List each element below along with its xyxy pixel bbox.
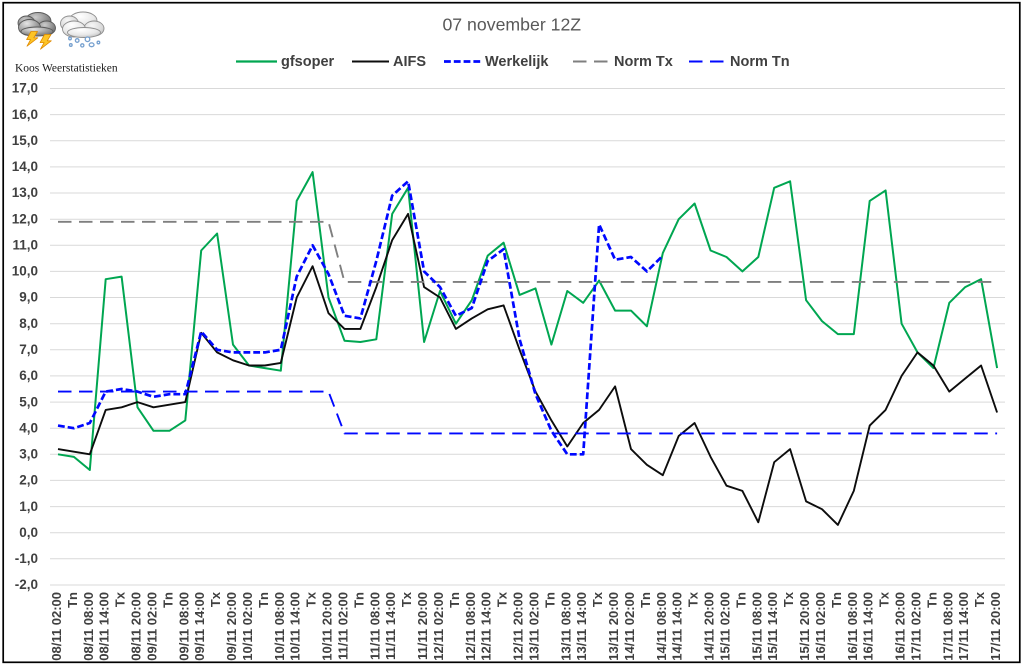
svg-text:Tx: Tx xyxy=(972,591,987,607)
svg-text:Tn: Tn xyxy=(65,592,80,608)
svg-text:Tx: Tx xyxy=(113,591,128,607)
svg-text:AIFS: AIFS xyxy=(393,54,426,70)
svg-text:12,0: 12,0 xyxy=(12,211,38,226)
svg-text:8,0: 8,0 xyxy=(19,316,38,331)
svg-text:10/11 08:00: 10/11 08:00 xyxy=(272,592,287,661)
svg-text:11,0: 11,0 xyxy=(12,238,38,253)
svg-text:16/11 02:00: 16/11 02:00 xyxy=(813,592,828,661)
svg-text:08/11 20:00: 08/11 20:00 xyxy=(129,592,144,661)
svg-text:Tn: Tn xyxy=(256,592,271,608)
svg-text:5,0: 5,0 xyxy=(19,394,38,409)
svg-text:11/11 14:00: 11/11 14:00 xyxy=(383,592,398,660)
svg-text:Tx: Tx xyxy=(686,591,701,607)
svg-text:14/11 08:00: 14/11 08:00 xyxy=(654,592,669,661)
svg-text:12/11 08:00: 12/11 08:00 xyxy=(463,592,478,661)
svg-text:14/11 02:00: 14/11 02:00 xyxy=(622,592,637,661)
svg-text:11/11 08:00: 11/11 08:00 xyxy=(367,592,382,660)
svg-text:Tn: Tn xyxy=(924,592,939,608)
svg-text:09/11 02:00: 09/11 02:00 xyxy=(145,592,160,661)
svg-text:17/11 08:00: 17/11 08:00 xyxy=(940,592,955,661)
svg-text:12/11 14:00: 12/11 14:00 xyxy=(479,592,494,661)
svg-text:Tx: Tx xyxy=(781,591,796,607)
svg-text:Tx: Tx xyxy=(590,591,605,607)
svg-text:Tn: Tn xyxy=(638,592,653,608)
svg-text:9,0: 9,0 xyxy=(19,290,38,305)
svg-text:14,0: 14,0 xyxy=(12,159,38,174)
svg-text:17/11 02:00: 17/11 02:00 xyxy=(909,592,924,661)
svg-text:Tx: Tx xyxy=(208,591,223,607)
svg-text:13/11 02:00: 13/11 02:00 xyxy=(527,592,542,661)
svg-text:10,0: 10,0 xyxy=(12,264,38,279)
svg-text:Tx: Tx xyxy=(877,591,892,607)
svg-text:Tn: Tn xyxy=(733,592,748,608)
svg-text:16/11 08:00: 16/11 08:00 xyxy=(845,592,860,661)
svg-text:14/11 14:00: 14/11 14:00 xyxy=(670,592,685,661)
svg-text:08/11 08:00: 08/11 08:00 xyxy=(81,592,96,661)
svg-text:17/11 14:00: 17/11 14:00 xyxy=(956,592,971,661)
svg-text:16/11 14:00: 16/11 14:00 xyxy=(861,592,876,661)
svg-text:15/11 08:00: 15/11 08:00 xyxy=(749,592,764,661)
svg-text:13/11 20:00: 13/11 20:00 xyxy=(606,592,621,661)
svg-text:6,0: 6,0 xyxy=(19,368,38,383)
svg-text:09/11 20:00: 09/11 20:00 xyxy=(224,592,239,661)
svg-text:-2,0: -2,0 xyxy=(15,577,38,592)
svg-text:15/11 20:00: 15/11 20:00 xyxy=(797,592,812,661)
svg-text:15/11 02:00: 15/11 02:00 xyxy=(718,592,733,661)
svg-text:Tn: Tn xyxy=(351,592,366,608)
svg-text:15/11 14:00: 15/11 14:00 xyxy=(765,592,780,661)
svg-text:08/11 14:00: 08/11 14:00 xyxy=(97,592,112,661)
svg-text:17,0: 17,0 xyxy=(12,81,38,96)
svg-text:Tn: Tn xyxy=(447,592,462,608)
svg-text:15,0: 15,0 xyxy=(12,133,38,148)
svg-text:13/11 08:00: 13/11 08:00 xyxy=(558,592,573,661)
svg-text:17/11 20:00: 17/11 20:00 xyxy=(988,592,1003,661)
svg-text:12/11 02:00: 12/11 02:00 xyxy=(431,592,446,661)
svg-text:11/11 20:00: 11/11 20:00 xyxy=(415,592,430,660)
svg-text:Tn: Tn xyxy=(542,592,557,608)
svg-text:10/11 02:00: 10/11 02:00 xyxy=(240,592,255,661)
svg-text:12/11 20:00: 12/11 20:00 xyxy=(511,592,526,661)
svg-text:0,0: 0,0 xyxy=(19,525,38,540)
svg-text:14/11 20:00: 14/11 20:00 xyxy=(702,592,717,661)
svg-text:4,0: 4,0 xyxy=(19,420,38,435)
svg-text:Tn: Tn xyxy=(160,592,175,608)
svg-text:09/11 08:00: 09/11 08:00 xyxy=(176,592,191,661)
svg-text:7,0: 7,0 xyxy=(19,342,38,357)
svg-text:13,0: 13,0 xyxy=(12,185,38,200)
svg-text:10/11 14:00: 10/11 14:00 xyxy=(288,592,303,661)
svg-text:Norm Tn: Norm Tn xyxy=(730,54,790,70)
svg-text:16/11 20:00: 16/11 20:00 xyxy=(893,592,908,661)
svg-text:3,0: 3,0 xyxy=(19,447,38,462)
svg-text:Tx: Tx xyxy=(399,591,414,607)
svg-text:Koos Weerstatistieken: Koos Weerstatistieken xyxy=(15,63,118,75)
svg-text:08/11 02:00: 08/11 02:00 xyxy=(49,592,64,661)
svg-text:Tx: Tx xyxy=(304,591,319,607)
svg-text:Tn: Tn xyxy=(829,592,844,608)
svg-text:Werkelijk: Werkelijk xyxy=(485,54,549,70)
svg-text:1,0: 1,0 xyxy=(19,499,38,514)
svg-text:gfsoper: gfsoper xyxy=(281,54,335,70)
svg-text:16,0: 16,0 xyxy=(12,107,38,122)
svg-text:11/11 02:00: 11/11 02:00 xyxy=(336,592,351,660)
svg-text:13/11 14:00: 13/11 14:00 xyxy=(574,592,589,661)
svg-text:07 november 12Z: 07 november 12Z xyxy=(442,15,581,35)
svg-text:10/11 20:00: 10/11 20:00 xyxy=(320,592,335,661)
svg-text:-1,0: -1,0 xyxy=(15,551,38,566)
svg-text:Tx: Tx xyxy=(495,591,510,607)
svg-text:09/11 14:00: 09/11 14:00 xyxy=(192,592,207,661)
svg-text:Norm Tx: Norm Tx xyxy=(614,54,673,70)
svg-text:2,0: 2,0 xyxy=(19,473,38,488)
